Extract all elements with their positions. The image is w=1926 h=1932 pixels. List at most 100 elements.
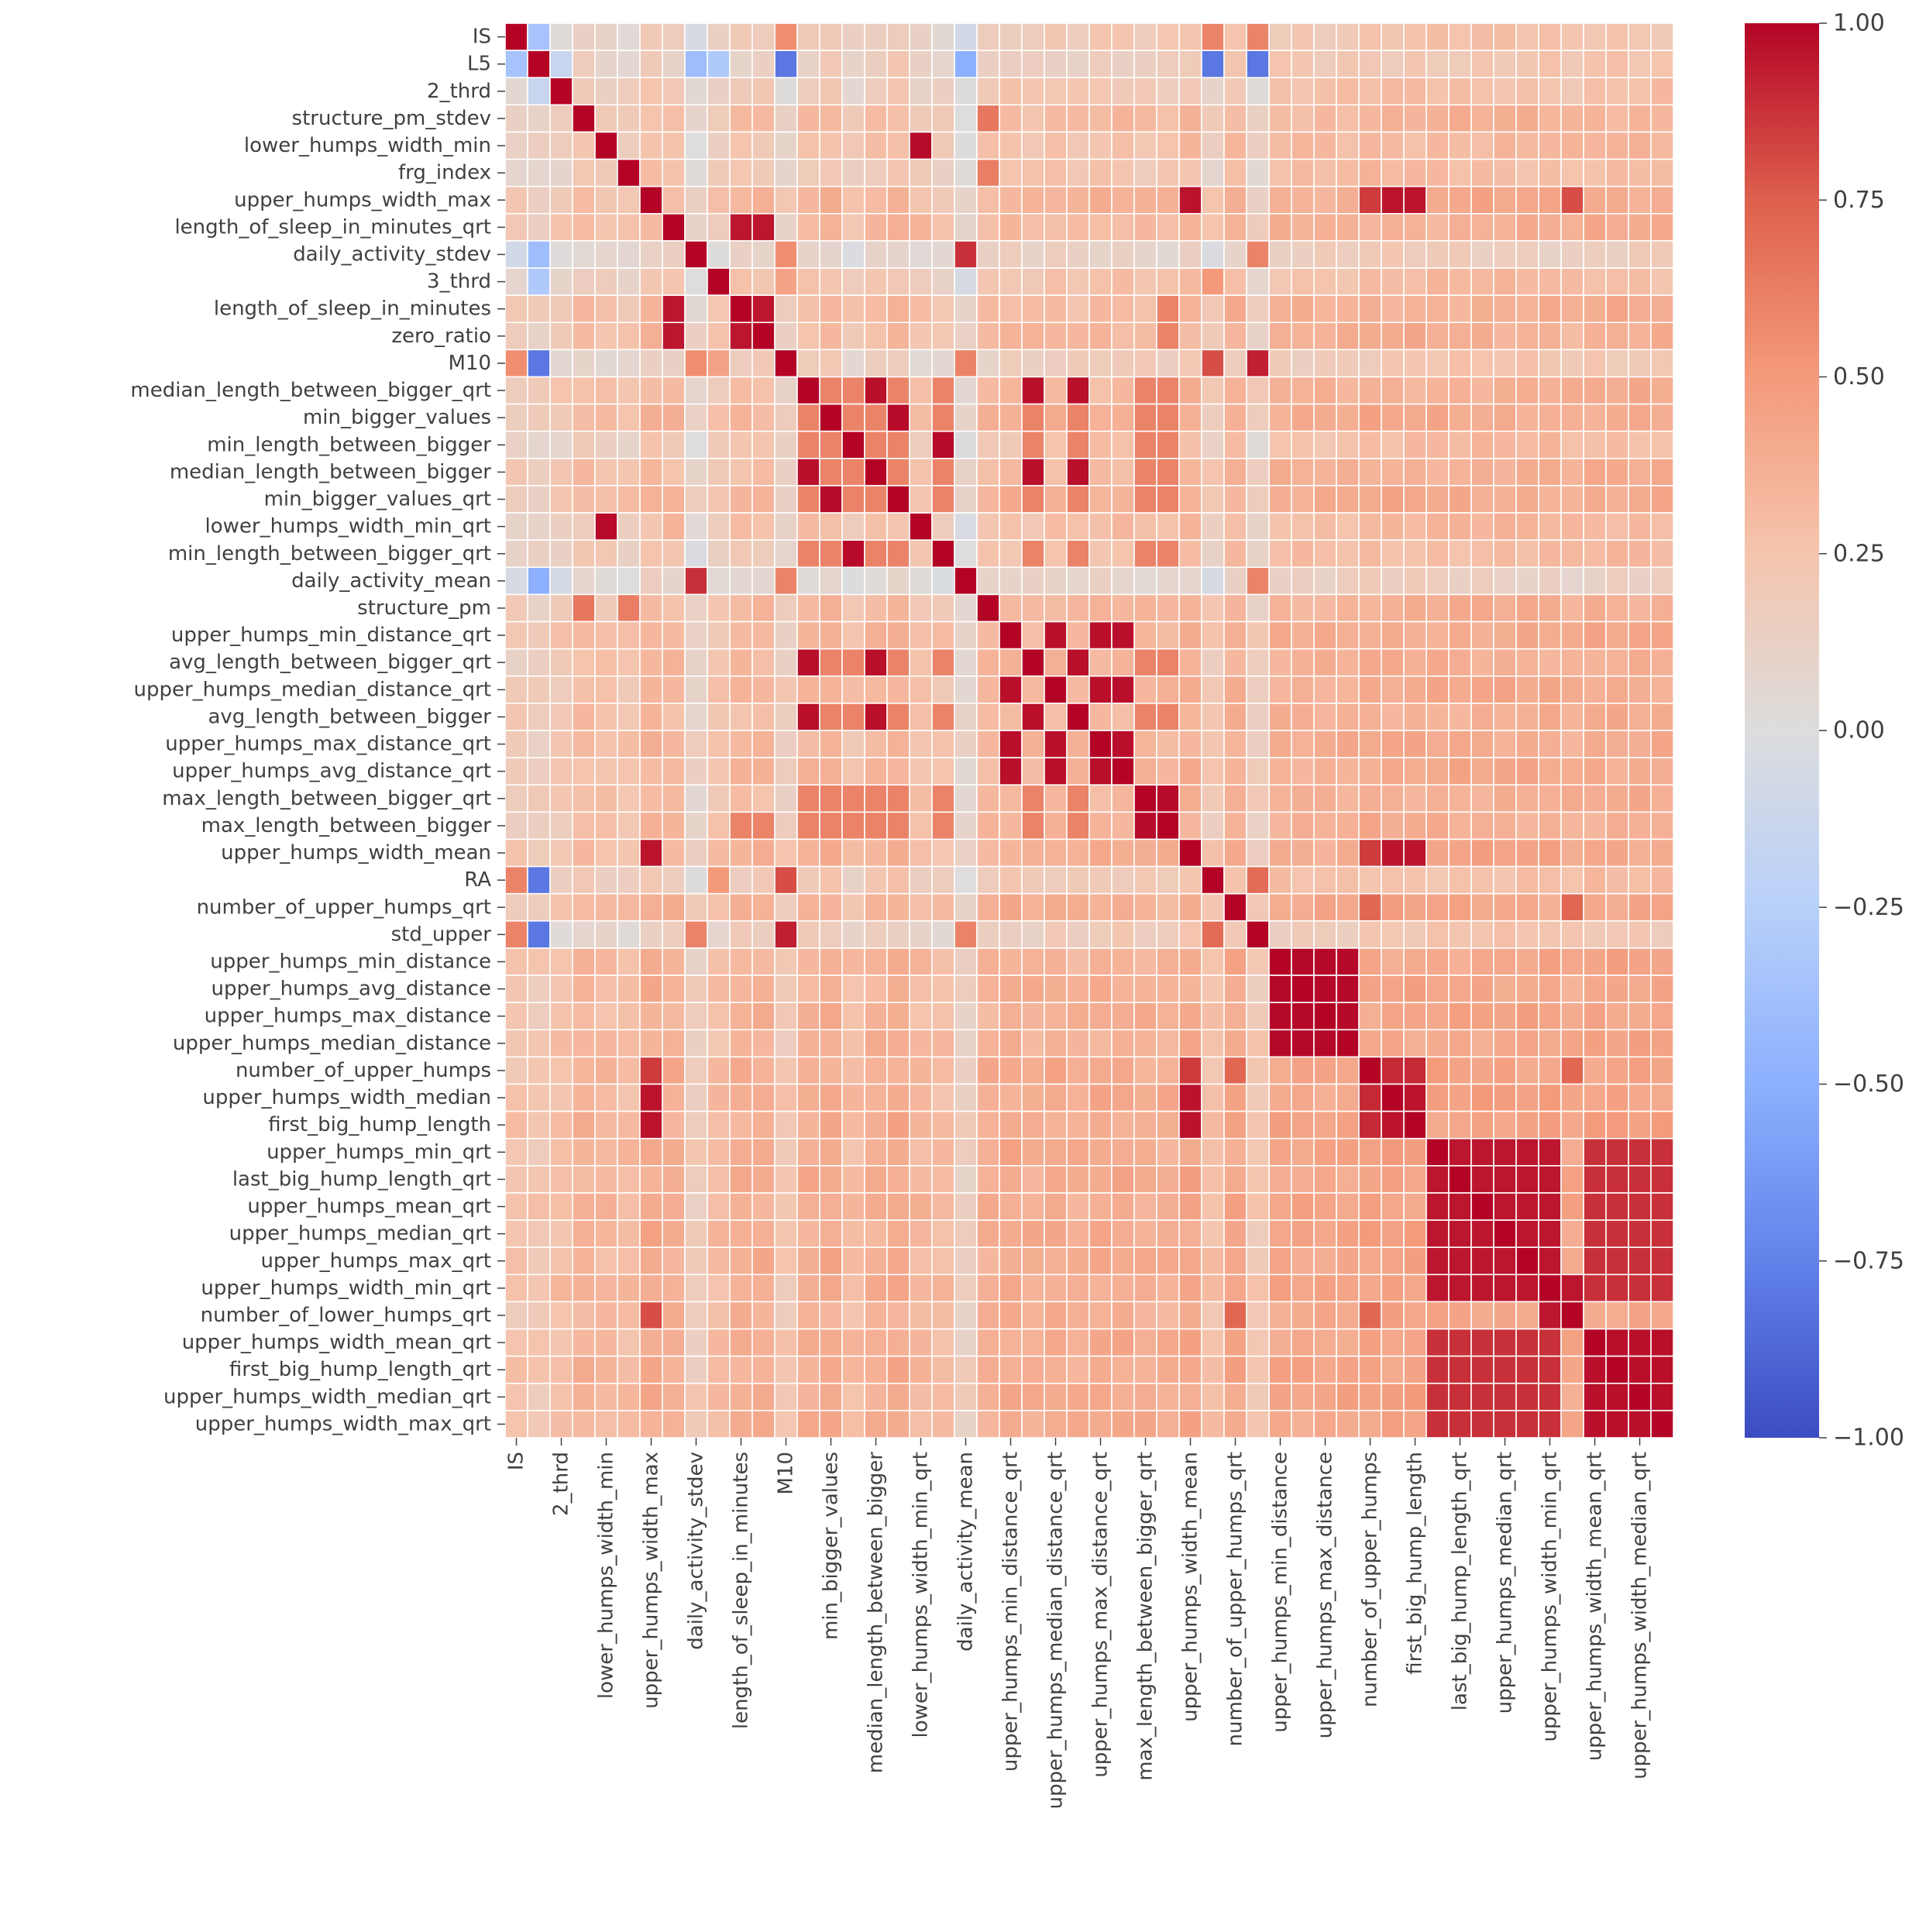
heatmap-cell (639, 1029, 663, 1058)
heatmap-cell (1650, 376, 1674, 405)
heatmap-cell (774, 485, 798, 514)
y-tick-label: 3_thrd (427, 270, 491, 294)
heatmap-cell (751, 1274, 776, 1303)
heatmap-cell (527, 50, 551, 79)
heatmap-cell (1493, 1328, 1517, 1357)
heatmap-cell (549, 947, 573, 976)
heatmap-cell (1044, 430, 1068, 459)
heatmap-cell (954, 838, 978, 868)
heatmap-cell (1448, 1029, 1472, 1058)
heatmap-cell (1560, 838, 1584, 868)
heatmap-cell (774, 1355, 798, 1384)
heatmap-cell (504, 104, 528, 133)
heatmap-cell (707, 1355, 731, 1384)
heatmap-cell (1605, 539, 1629, 569)
heatmap-cell (572, 865, 596, 895)
heatmap-cell (1223, 811, 1247, 841)
heatmap-cell (1178, 430, 1202, 459)
heatmap-cell (1470, 757, 1494, 786)
heatmap-cell (1560, 22, 1584, 51)
heatmap-cell (1515, 349, 1539, 378)
heatmap-cell (909, 1110, 933, 1140)
heatmap-cell (796, 621, 820, 650)
heatmap-cell (1538, 158, 1562, 187)
heatmap-cell (774, 566, 798, 596)
heatmap-cell (1111, 1246, 1135, 1276)
heatmap-cell (572, 593, 596, 623)
heatmap-cell (954, 240, 978, 269)
heatmap-cell (1156, 376, 1180, 405)
heatmap-cell (1223, 1328, 1247, 1357)
heatmap-cell (954, 267, 978, 296)
heatmap-cell (976, 77, 1000, 106)
heatmap-cell (684, 865, 708, 895)
heatmap-cell (1178, 22, 1202, 51)
heatmap-cell (931, 1274, 955, 1303)
heatmap-cell (1201, 593, 1225, 623)
heatmap-cell (909, 566, 933, 596)
heatmap-cell (549, 22, 573, 51)
heatmap-cell (1291, 294, 1315, 324)
heatmap-cell (1089, 892, 1113, 922)
heatmap-cell (1403, 131, 1427, 160)
heatmap-cell (1336, 1083, 1360, 1112)
heatmap-cell (1111, 838, 1135, 868)
heatmap-cell (1605, 77, 1629, 106)
heatmap-cell (751, 1110, 776, 1140)
heatmap-cell (684, 1246, 708, 1276)
heatmap-cell (684, 512, 708, 541)
heatmap-cell (1291, 240, 1315, 269)
heatmap-cell (1268, 1083, 1292, 1112)
heatmap-cell (1515, 1083, 1539, 1112)
heatmap-cell (1111, 131, 1135, 160)
heatmap-cell (729, 1274, 753, 1303)
heatmap-cell (1538, 1083, 1562, 1112)
heatmap-cell (1246, 1274, 1270, 1303)
heatmap-cell (1291, 947, 1315, 976)
heatmap-cell (1448, 1219, 1472, 1248)
heatmap-cell (1358, 865, 1382, 895)
heatmap-cell (1044, 1002, 1068, 1031)
heatmap-cell (1066, 131, 1090, 160)
heatmap-cell (572, 566, 596, 596)
heatmap-cell (504, 757, 528, 786)
heatmap-cell (639, 458, 663, 486)
heatmap-cell (729, 1382, 753, 1411)
heatmap-cell (1358, 267, 1382, 296)
heatmap-cell (1403, 947, 1427, 976)
heatmap-cell (617, 757, 641, 786)
heatmap-cell (1268, 593, 1292, 623)
heatmap-cell (1628, 1192, 1652, 1221)
heatmap-cell (1628, 77, 1652, 106)
heatmap-cell (549, 1056, 573, 1085)
heatmap-cell (662, 321, 686, 351)
heatmap-cell (504, 1192, 528, 1221)
heatmap-cell (886, 1165, 910, 1194)
heatmap-cell (931, 1382, 955, 1411)
heatmap-cell (1089, 458, 1113, 486)
heatmap-cell (1515, 77, 1539, 106)
heatmap-cell (662, 757, 686, 786)
heatmap-cell (504, 1165, 528, 1194)
heatmap-cell (841, 784, 865, 813)
heatmap-cell (976, 458, 1000, 486)
heatmap-cell (504, 485, 528, 514)
heatmap-cell (1381, 50, 1405, 79)
heatmap-cell (684, 1219, 708, 1248)
heatmap-cell (886, 975, 910, 1003)
heatmap-cell (1156, 349, 1180, 378)
heatmap-cell (1291, 1410, 1315, 1439)
heatmap-cell (1201, 294, 1225, 324)
heatmap-cell (1201, 675, 1225, 704)
heatmap-cell (819, 77, 843, 106)
heatmap-cell (1628, 566, 1652, 596)
heatmap-cell (662, 1002, 686, 1031)
heatmap-cell (819, 1355, 843, 1384)
heatmap-cell (1156, 403, 1180, 432)
heatmap-cell (886, 485, 910, 514)
heatmap-cell (1111, 294, 1135, 324)
heatmap-cell (1201, 376, 1225, 405)
heatmap-cell (1313, 1002, 1337, 1031)
heatmap-cell (1111, 703, 1135, 731)
heatmap-cell (1560, 975, 1584, 1003)
